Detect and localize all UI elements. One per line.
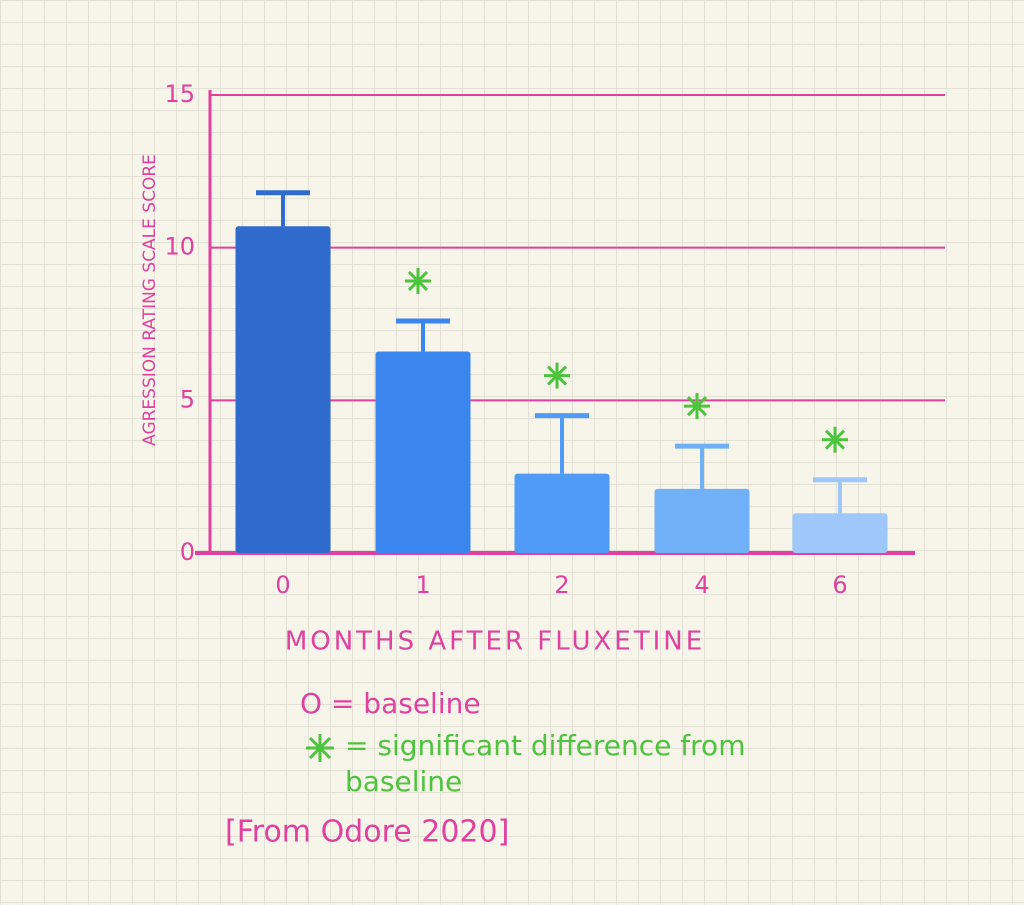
x-tick-label: 1	[415, 571, 430, 599]
x-axis-label: MONTHS AFTER FLUXETINE	[285, 627, 705, 657]
significance-asterisk	[544, 362, 570, 389]
note-significance: = significant difference from baseline	[345, 729, 746, 798]
x-tick-label: 6	[832, 571, 847, 599]
y-axis-label: AGRESSION RATING SCALE SCORE	[140, 154, 160, 446]
significance-asterisk	[822, 426, 848, 453]
x-tick-label: 0	[275, 571, 290, 599]
significance-asterisk	[405, 267, 431, 294]
legend-asterisk	[306, 734, 334, 762]
y-tick-label: 10	[164, 233, 195, 261]
bar	[235, 226, 331, 553]
bar	[654, 488, 750, 553]
x-tick-label: 4	[694, 571, 709, 599]
bar	[375, 351, 471, 553]
note-significance-box: = significant difference from baseline	[345, 729, 746, 798]
significance-asterisk	[684, 393, 710, 420]
bar	[792, 513, 888, 553]
bar	[514, 473, 610, 553]
y-tick-label: 15	[164, 80, 195, 108]
note-source: [From Odore 2020]	[225, 815, 509, 850]
y-tick-label: 5	[180, 385, 195, 413]
y-tick-label: 0	[180, 538, 195, 566]
note-baseline: O = baseline	[300, 687, 481, 720]
x-tick-label: 2	[554, 571, 569, 599]
